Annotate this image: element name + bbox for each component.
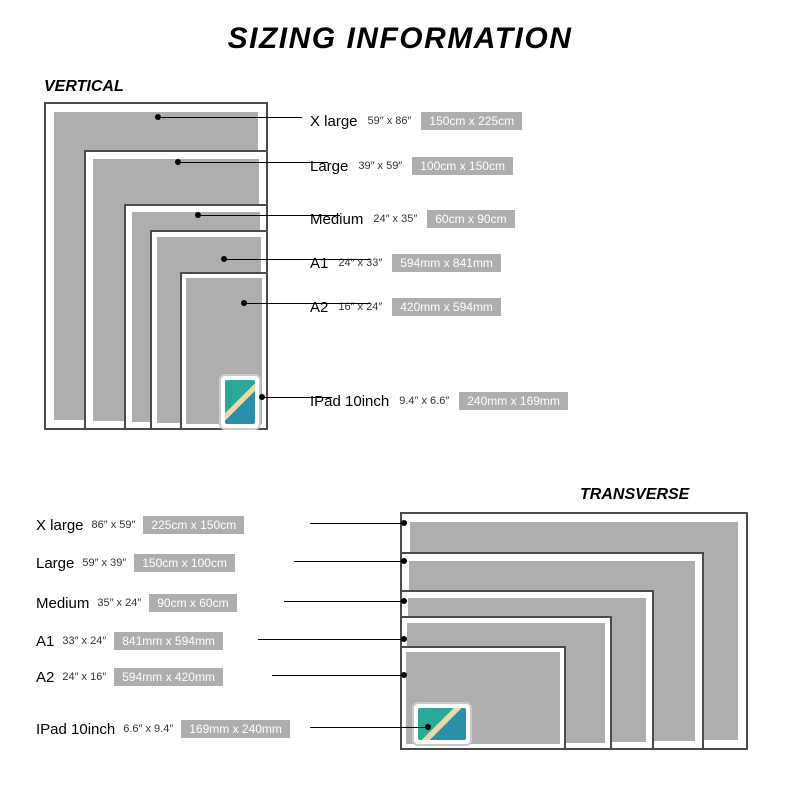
size-metric-badge: 420mm x 594mm: [392, 298, 501, 316]
size-imperial: 33″ x 24″: [62, 635, 106, 647]
size-metric-badge: 594mm x 841mm: [392, 254, 501, 272]
size-metric-badge: 225cm x 150cm: [143, 516, 244, 534]
size-metric-badge: 841mm x 594mm: [114, 632, 223, 650]
vertical-size-row-4: A216″ x 24″420mm x 594mm: [310, 298, 501, 316]
size-name: Large: [310, 158, 348, 175]
size-metric-badge: 60cm x 90cm: [427, 210, 514, 228]
size-imperial: 59″ x 39″: [82, 557, 126, 569]
transverse-diagram: [400, 512, 748, 750]
size-name: X large: [36, 517, 84, 534]
size-metric-badge: 100cm x 150cm: [412, 157, 513, 175]
size-metric-badge: 150cm x 225cm: [421, 112, 522, 130]
ipad-icon: [219, 374, 261, 430]
size-metric-badge: 90cm x 60cm: [149, 594, 236, 612]
size-imperial: 6.6″ x 9.4″: [123, 723, 173, 735]
vertical-size-row-1: Large 39″ x 59″ 100cm x 150cm: [310, 157, 513, 175]
leader-line: [310, 523, 404, 524]
transverse-size-row-1: Large 59″ x 39″ 150cm x 100cm: [36, 554, 235, 572]
vertical-size-row-2: Medium 24″ x 35″ 60cm x 90cm: [310, 210, 515, 228]
size-name: Large: [36, 555, 74, 572]
leader-line: [262, 397, 332, 398]
size-imperial: 24″ x 16″: [62, 671, 106, 683]
vertical-diagram: [44, 102, 268, 430]
size-metric-badge: 240mm x 169mm: [459, 392, 568, 410]
vertical-size-row-3: A124″ x 33″594mm x 841mm: [310, 254, 501, 272]
leader-dot: [401, 558, 407, 564]
size-name: IPad 10inch: [310, 393, 389, 410]
leader-dot: [401, 672, 407, 678]
size-imperial: 86″ x 59″: [92, 519, 136, 531]
leader-line: [310, 727, 428, 728]
leader-dot: [401, 520, 407, 526]
leader-line: [272, 675, 404, 676]
leader-line: [224, 259, 370, 260]
vertical-size-row-0: X large 59″ x 86″ 150cm x 225cm: [310, 112, 522, 130]
vertical-section-label: VERTICAL: [44, 78, 124, 96]
size-name: IPad 10inch: [36, 721, 115, 738]
leader-dot: [401, 598, 407, 604]
size-imperial: 9.4″ x 6.6″: [399, 395, 449, 407]
size-imperial: 24″ x 35″: [373, 213, 417, 225]
size-imperial: 39″ x 59″: [358, 160, 402, 172]
vertical-size-row-5: IPad 10inch 9.4″ x 6.6″ 240mm x 169mm: [310, 392, 568, 410]
size-name: A1: [310, 255, 328, 272]
size-name: A2: [310, 299, 328, 316]
transverse-size-row-0: X large 86″ x 59″ 225cm x 150cm: [36, 516, 244, 534]
leader-dot: [401, 636, 407, 642]
leader-line: [294, 561, 404, 562]
leader-dot: [425, 724, 431, 730]
leader-line: [198, 215, 340, 216]
leader-line: [158, 117, 302, 118]
page-title: SIZING INFORMATION: [0, 22, 800, 56]
size-name: Medium: [310, 211, 363, 228]
transverse-size-row-5: IPad 10inch 6.6″ x 9.4″ 169mm x 240mm: [36, 720, 290, 738]
transverse-size-row-3: A1 33″ x 24″ 841mm x 594mm: [36, 632, 223, 650]
transverse-size-row-2: Medium 35″ x 24″ 90cm x 60cm: [36, 594, 237, 612]
ipad-icon: [412, 702, 472, 746]
leader-line: [244, 303, 370, 304]
leader-line: [178, 162, 328, 163]
leader-line: [284, 601, 404, 602]
leader-line: [258, 639, 404, 640]
size-imperial: 35″ x 24″: [97, 597, 141, 609]
size-name: Medium: [36, 595, 89, 612]
size-name: X large: [310, 113, 358, 130]
size-metric-badge: 150cm x 100cm: [134, 554, 235, 572]
size-name: A1: [36, 633, 54, 650]
size-name: A2: [36, 669, 54, 686]
size-imperial: 59″ x 86″: [368, 115, 412, 127]
transverse-size-row-4: A2 24″ x 16″ 594mm x 420mm: [36, 668, 223, 686]
size-metric-badge: 169mm x 240mm: [181, 720, 290, 738]
size-metric-badge: 594mm x 420mm: [114, 668, 223, 686]
transverse-section-label: TRANSVERSE: [580, 486, 689, 504]
